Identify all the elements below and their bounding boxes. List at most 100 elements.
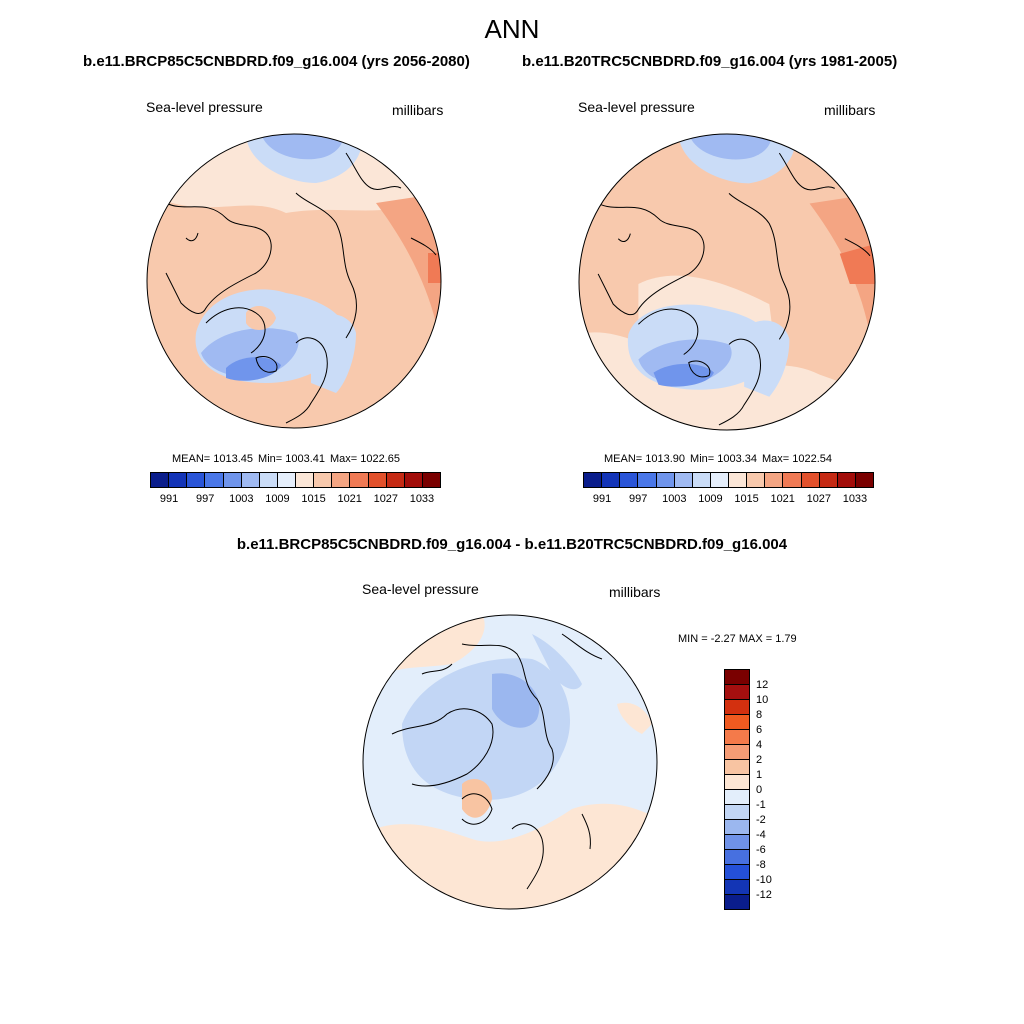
panel-2-colorbar-box bbox=[747, 473, 766, 487]
diff-colorbar bbox=[724, 669, 750, 910]
panel-1-colorbar-box bbox=[277, 473, 296, 487]
diff-colorbar-box bbox=[725, 670, 749, 685]
diff-colorbar-tick-label: 1 bbox=[756, 769, 763, 781]
panel-1-colorbar-box bbox=[368, 473, 387, 487]
panel-2-colorbar-box bbox=[765, 473, 784, 487]
panel-2-colorbar-box bbox=[674, 473, 693, 487]
diff-colorbar-tick-label: -4 bbox=[756, 829, 766, 841]
diff-colorbar-box bbox=[725, 775, 749, 790]
panel-1-colorbar-tick-label: 1009 bbox=[265, 493, 290, 505]
diff-colorbar-box bbox=[725, 850, 749, 865]
panel-1-colorbar-box bbox=[223, 473, 242, 487]
diff-colorbar-box bbox=[725, 745, 749, 760]
panel-2-colorbar-box bbox=[819, 473, 838, 487]
panel-1-colorbar-tick-label: 991 bbox=[159, 493, 179, 505]
panel-2-colorbar-tick-label: 997 bbox=[629, 493, 648, 505]
panel-2-mean: MEAN= 1013.90 bbox=[604, 453, 686, 465]
panel-1-colorbar-tick-label: 1015 bbox=[301, 493, 326, 505]
diff-colorbar-box bbox=[725, 685, 749, 700]
diff-colorbar-box bbox=[725, 760, 749, 775]
panel-2-colorbar-tick-label: 1015 bbox=[734, 493, 759, 505]
panel-2-colorbar bbox=[583, 472, 874, 488]
panel-1-colorbar-box bbox=[151, 473, 170, 487]
diff-colorbar-box bbox=[725, 730, 749, 745]
diff-colorbar-tick-label: -6 bbox=[756, 844, 766, 856]
diff-colorbar-tick-label: 10 bbox=[756, 694, 769, 706]
panel-2-colorbar-box bbox=[692, 473, 711, 487]
panel-1-variable-label: Sea-level pressure bbox=[146, 99, 263, 115]
diff-colorbar-box bbox=[725, 820, 749, 835]
panel-1-colorbar bbox=[150, 472, 441, 488]
panel-1-colorbar-box bbox=[404, 473, 423, 487]
panel-1-colorbar-box bbox=[386, 473, 405, 487]
panel-1-max: Max= 1022.65 bbox=[330, 453, 401, 465]
panel-1-polar-map bbox=[146, 133, 442, 429]
diff-colorbar-box bbox=[725, 895, 749, 909]
panel-1-colorbar-tick-label: 997 bbox=[196, 493, 215, 505]
diff-colorbar-box bbox=[725, 790, 749, 805]
panel-1-units-label: millibars bbox=[392, 102, 444, 118]
panel-2-case-title: b.e11.B20TRC5CNBDRD.f09_g16.004 (yrs 198… bbox=[522, 53, 898, 70]
diff-minmax: MIN = -2.27 MAX = 1.79 bbox=[678, 633, 797, 645]
diff-polar-map bbox=[362, 614, 658, 910]
panel-2-colorbar-box bbox=[656, 473, 675, 487]
diff-colorbar-tick-label: 4 bbox=[756, 739, 763, 751]
panel-2-colorbar-box bbox=[620, 473, 639, 487]
diff-colorbar-tick-label: 8 bbox=[756, 709, 763, 721]
panel-2-colorbar-box bbox=[710, 473, 729, 487]
panel-1-stats: MEAN= 1013.45 Min= 1003.41 Max= 1022.65 bbox=[172, 453, 405, 465]
panel-2-colorbar-tick-label: 991 bbox=[592, 493, 612, 505]
panel-2-colorbar-box bbox=[729, 473, 748, 487]
panel-1-colorbar-box bbox=[187, 473, 206, 487]
panel-2-stats: MEAN= 1013.90 Min= 1003.34 Max= 1022.54 bbox=[604, 453, 837, 465]
diff-variable-label: Sea-level pressure bbox=[362, 581, 479, 597]
diff-colorbar-tick-label: 6 bbox=[756, 724, 763, 736]
panel-1-colorbar-box bbox=[332, 473, 351, 487]
panel-2-variable-label: Sea-level pressure bbox=[578, 99, 695, 115]
diff-colorbar-box bbox=[725, 715, 749, 730]
panel-1-colorbar-tick-label: 1021 bbox=[337, 493, 362, 505]
panel-2-colorbar-tick-label: 1009 bbox=[698, 493, 723, 505]
panel-1-colorbar-tick-label: 1033 bbox=[409, 493, 435, 505]
panel-2-max: Max= 1022.54 bbox=[762, 453, 833, 465]
diff-colorbar-box bbox=[725, 835, 749, 850]
figure-title: ANN bbox=[484, 14, 540, 44]
panel-2-colorbar-box bbox=[638, 473, 657, 487]
panel-1-colorbar-tick-label: 1003 bbox=[229, 493, 254, 505]
panel-2-colorbar-box bbox=[801, 473, 820, 487]
panel-2-polar-map bbox=[578, 133, 876, 431]
panel-1-colorbar-box bbox=[241, 473, 260, 487]
diff-colorbar-tick-label: -1 bbox=[756, 799, 766, 811]
panel-2-min: Min= 1003.34 bbox=[690, 453, 757, 465]
diff-title: b.e11.BRCP85C5CNBDRD.f09_g16.004 - b.e11… bbox=[236, 536, 788, 553]
panel-1-colorbar-box bbox=[314, 473, 333, 487]
panel-1-case-title: b.e11.BRCP85C5CNBDRD.f09_g16.004 (yrs 20… bbox=[83, 53, 470, 70]
diff-colorbar-box bbox=[725, 700, 749, 715]
panel-2-colorbar-tick-label: 1033 bbox=[842, 493, 868, 505]
diff-colorbar-tick-label: -2 bbox=[756, 814, 766, 826]
diff-colorbar-box bbox=[725, 805, 749, 820]
panel-2-colorbar-tick-label: 1027 bbox=[806, 493, 832, 505]
panel-1-min: Min= 1003.41 bbox=[258, 453, 325, 465]
diff-colorbar-tick-label: -8 bbox=[756, 859, 766, 871]
diff-colorbar-tick-label: -12 bbox=[756, 889, 772, 901]
panel-1-colorbar-box bbox=[422, 473, 440, 487]
panel-2-colorbar-box bbox=[837, 473, 856, 487]
diff-colorbar-tick-label: 2 bbox=[756, 754, 763, 766]
panel-2-colorbar-box bbox=[783, 473, 802, 487]
panel-1-colorbar-box bbox=[205, 473, 224, 487]
diff-colorbar-tick-label: 0 bbox=[756, 784, 763, 796]
diff-colorbar-box bbox=[725, 880, 749, 895]
panel-1-colorbar-box bbox=[296, 473, 315, 487]
panel-2-colorbar-tick-label: 1003 bbox=[662, 493, 687, 505]
panel-2-colorbar-box bbox=[855, 473, 873, 487]
diff-colorbar-box bbox=[725, 865, 749, 880]
panel-1-colorbar-box bbox=[259, 473, 278, 487]
diff-colorbar-tick-label: 12 bbox=[756, 679, 769, 691]
diff-units-label: millibars bbox=[609, 584, 661, 600]
diff-colorbar-tick-label: -10 bbox=[756, 874, 772, 886]
panel-1-mean: MEAN= 1013.45 bbox=[172, 453, 254, 465]
panel-1-colorbar-box bbox=[350, 473, 369, 487]
panel-2-colorbar-box bbox=[584, 473, 603, 487]
panel-2-colorbar-box bbox=[602, 473, 621, 487]
